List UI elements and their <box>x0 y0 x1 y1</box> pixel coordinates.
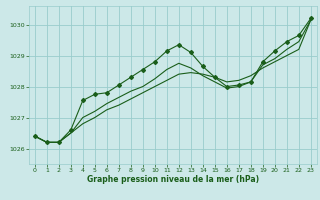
X-axis label: Graphe pression niveau de la mer (hPa): Graphe pression niveau de la mer (hPa) <box>87 175 259 184</box>
